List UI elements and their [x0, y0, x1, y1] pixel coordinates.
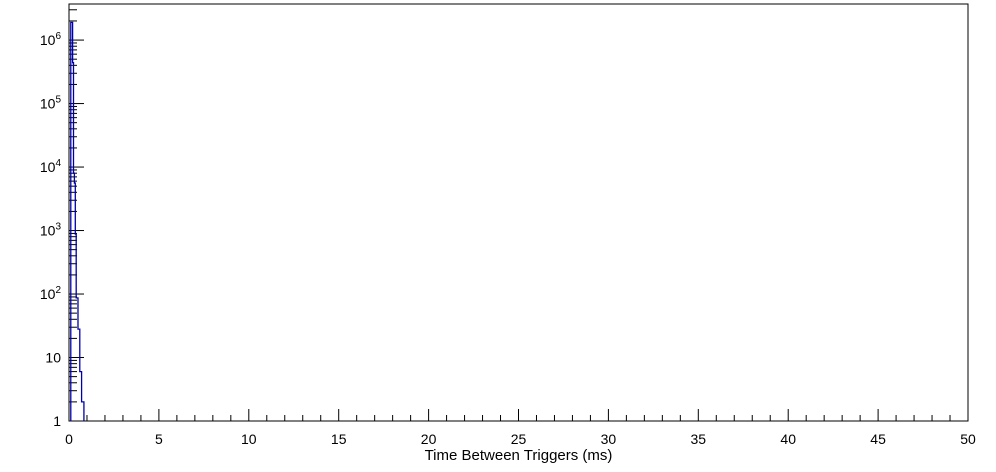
x-axis-tick-labels: 0 5 10 15 20 25 30 35 40 45 50: [65, 431, 976, 447]
y-tick-label: 106: [40, 31, 62, 48]
y-tick-label: 103: [40, 222, 62, 239]
x-tick-label: 50: [960, 431, 976, 447]
y-tick-label: 105: [40, 95, 62, 112]
y-tick-label: 1: [53, 413, 61, 429]
y-tick-label: 102: [40, 285, 62, 302]
x-tick-label: 40: [780, 431, 796, 447]
x-axis-title: Time Between Triggers (ms): [425, 447, 613, 464]
x-tick-label: 15: [331, 431, 347, 447]
histogram-path: [70, 21, 85, 421]
x-axis-ticks: [68, 409, 969, 421]
plot-frame: [68, 3, 969, 422]
x-axis-title-text: Time Between Triggers (ms): [425, 447, 613, 464]
y-tick-label: 104: [40, 158, 62, 175]
x-tick-label: 10: [241, 431, 257, 447]
x-tick-label: 20: [421, 431, 437, 447]
x-tick-label: 25: [511, 431, 527, 447]
x-tick-label: 35: [691, 431, 707, 447]
histogram-line: [70, 21, 85, 421]
x-tick-label: 45: [870, 431, 886, 447]
x-tick-label: 30: [601, 431, 617, 447]
x-tick-label: 5: [155, 431, 163, 447]
y-axis-tick-labels: 1 10 102 103 104 105 106: [40, 31, 62, 429]
frame-rect: [68, 3, 969, 422]
y-tick-label: 10: [45, 350, 61, 366]
x-tick-label: 0: [65, 431, 73, 447]
